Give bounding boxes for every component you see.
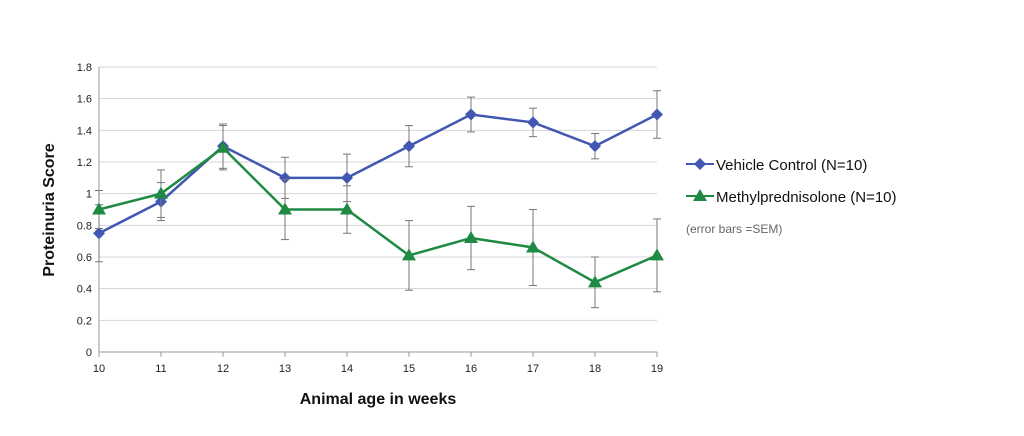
data-point-triangle [278,202,292,215]
y-tick-label: 1 [86,189,92,201]
data-point-diamond [93,227,105,240]
x-tick-label: 17 [527,363,539,375]
data-point-triangle [216,140,230,153]
x-tick-label: 19 [651,363,663,375]
data-point-diamond [341,171,353,184]
x-tick-label: 10 [93,363,105,375]
y-tick-label: 1.4 [77,125,92,137]
x-tick-label: 11 [155,363,166,375]
y-tick-label: 1.6 [77,94,92,106]
y-axis-title: Proteinuria Score [41,143,58,276]
data-point-triangle [526,240,540,253]
data-point-triangle [464,231,478,243]
data-point-triangle [92,202,106,215]
x-tick-label: 12 [217,363,229,375]
data-point-triangle [402,248,416,261]
y-tick-label: 1.8 [77,62,92,74]
legend: Vehicle Control (N=10) Methylprednisolon… [686,157,897,236]
series-methylprednisolone [92,125,664,309]
gridlines [99,66,657,321]
data-point-triangle [650,248,664,261]
error-bars-note: (error bars =SEM) [686,222,782,236]
legend-label-methylprednisolone: Methylprednisolone (N=10) [716,189,897,206]
series-line [98,146,658,284]
y-tick-label: 0.8 [77,220,92,232]
data-point-triangle [340,202,354,215]
series-vehicle-control [93,90,663,263]
series-layer [92,90,664,309]
y-tick-label: 1.2 [77,157,92,169]
y-tick-label: 0.4 [77,284,92,296]
x-tick-label: 18 [589,363,601,375]
legend-label-vehicle: Vehicle Control (N=10) [716,157,867,174]
x-tick-label: 14 [341,363,353,375]
y-tick-label: 0 [86,347,92,359]
x-tick-label: 15 [403,363,415,375]
y-tick-label: 0.6 [77,252,92,264]
y-tick-label: 0.2 [77,315,92,327]
data-point-diamond [465,108,477,121]
data-point-diamond [589,140,601,153]
series-line [98,113,658,235]
x-tick-label: 16 [465,363,477,375]
data-point-triangle [154,186,168,199]
data-point-diamond [527,116,539,129]
data-point-diamond [651,108,663,121]
data-point-triangle [588,275,602,288]
data-point-diamond [403,140,415,153]
x-tick-label: 13 [279,363,291,375]
x-axis-title: Animal age in weeks [300,391,457,408]
legend-marker-vehicle [694,158,706,170]
legend-marker-methylprednisolone [693,189,707,201]
axes: 0 0.2 0.4 0.6 0.8 1 1.2 1.4 1.6 1.8 10 11 12 13 14 15 16… [77,62,663,375]
data-point-diamond [279,171,291,184]
